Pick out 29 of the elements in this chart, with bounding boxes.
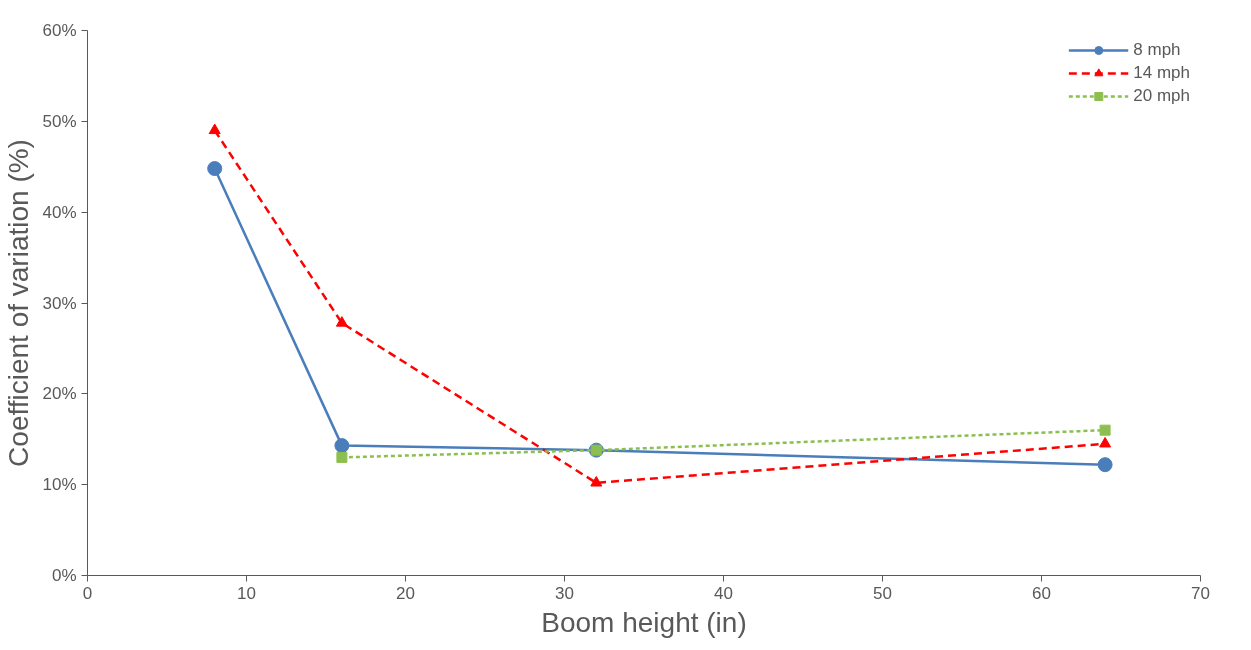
x-tick-label: 50 bbox=[873, 583, 892, 603]
point bbox=[334, 438, 350, 454]
point bbox=[336, 451, 348, 463]
y-tick-label: 50% bbox=[42, 111, 77, 131]
legend-label: 20 mph bbox=[1133, 86, 1190, 106]
legend-label: 8 mph bbox=[1133, 40, 1181, 60]
point bbox=[207, 161, 223, 177]
y-tick-label: 40% bbox=[42, 202, 77, 222]
point bbox=[1099, 436, 1112, 448]
y-axis-title: Coefficient of variation (%) bbox=[3, 139, 35, 467]
x-tick-label: 30 bbox=[555, 583, 574, 603]
y-tick-label: 60% bbox=[42, 21, 77, 40]
y-tick-label: 20% bbox=[42, 384, 77, 404]
x-tick-label: 10 bbox=[237, 583, 256, 603]
x-tick-label: 70 bbox=[1191, 583, 1210, 603]
x-tick-label: 20 bbox=[396, 583, 415, 603]
point bbox=[1097, 457, 1113, 473]
point bbox=[335, 316, 348, 327]
point bbox=[590, 476, 603, 487]
legend-label: 14 mph bbox=[1133, 63, 1190, 83]
point bbox=[1099, 424, 1111, 436]
y-tick-label: 30% bbox=[42, 293, 77, 313]
x-tick-label: 60 bbox=[1032, 583, 1051, 603]
y-tick-label: 10% bbox=[42, 475, 77, 495]
x-axis-title: Boom height (in) bbox=[541, 606, 747, 638]
x-tick-label: 0 bbox=[82, 583, 93, 603]
y-tick-label: 0% bbox=[51, 566, 77, 585]
point bbox=[208, 123, 221, 135]
x-tick-label: 40 bbox=[714, 583, 733, 603]
